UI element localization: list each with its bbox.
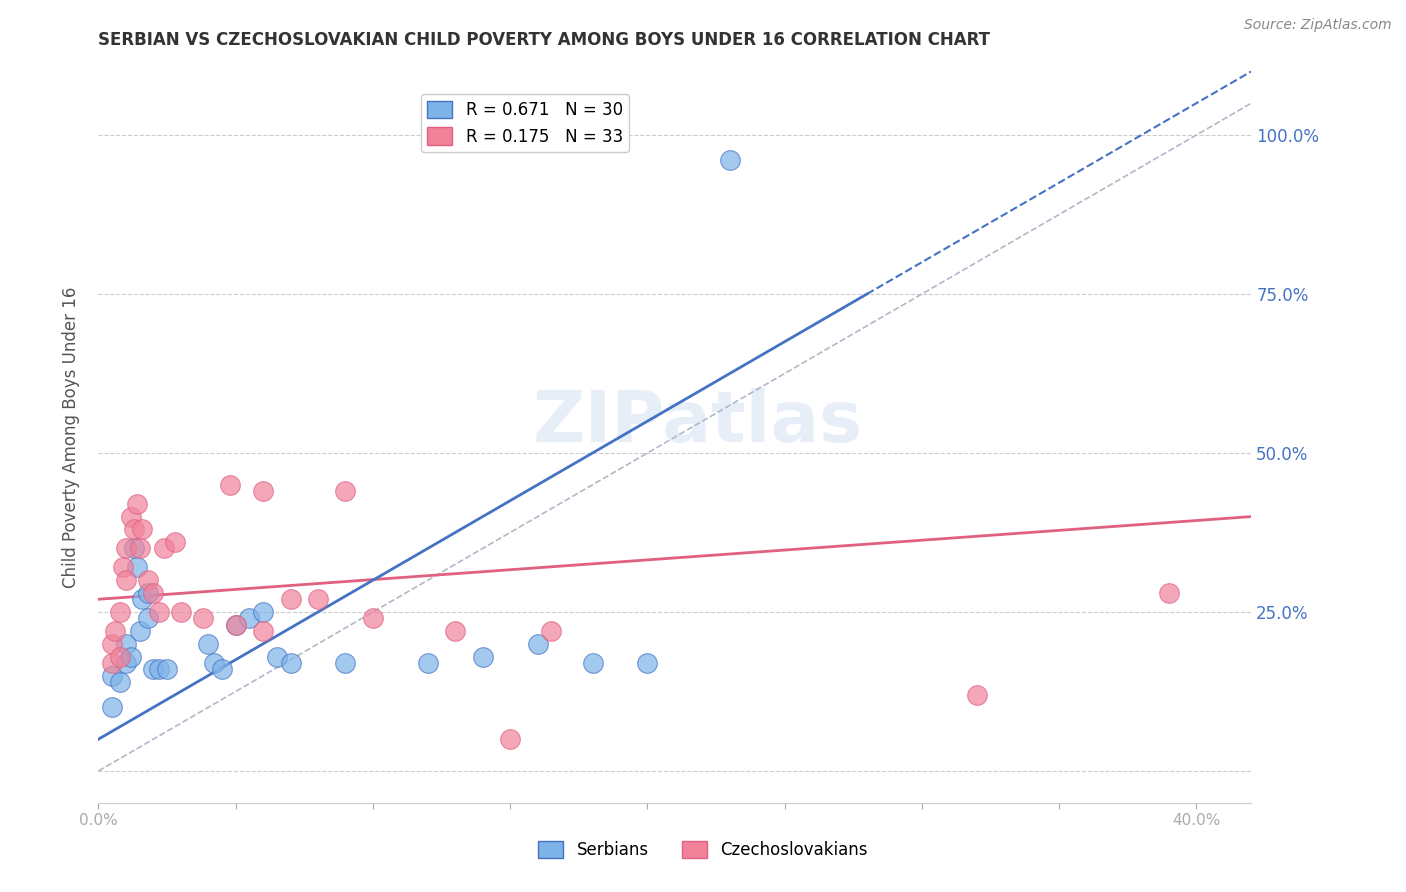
Point: [540, 624, 562, 638]
Point: [148, 662, 170, 676]
Point: [110, 649, 132, 664]
Point: [238, 611, 260, 625]
Point: [636, 656, 658, 670]
Point: [142, 586, 165, 600]
Point: [252, 624, 274, 638]
Point: [110, 605, 132, 619]
Point: [966, 688, 988, 702]
Point: [131, 592, 153, 607]
Point: [219, 477, 242, 491]
Point: [122, 522, 145, 536]
Point: [120, 649, 142, 664]
Point: [125, 560, 148, 574]
Point: [122, 541, 145, 556]
Point: [101, 700, 124, 714]
Point: [115, 541, 138, 556]
Point: [266, 649, 288, 664]
Point: [115, 656, 138, 670]
Point: [416, 656, 439, 670]
Point: [165, 535, 187, 549]
Point: [136, 573, 159, 587]
Point: [718, 153, 741, 168]
Point: [252, 605, 274, 619]
Point: [148, 605, 170, 619]
Point: [202, 656, 225, 670]
Point: [125, 497, 148, 511]
Legend: R = 0.671   N = 30, R = 0.175   N = 33: R = 0.671 N = 30, R = 0.175 N = 33: [420, 95, 630, 153]
Point: [128, 541, 150, 556]
Point: [252, 484, 274, 499]
Y-axis label: Child Poverty Among Boys Under 16: Child Poverty Among Boys Under 16: [62, 286, 80, 588]
Point: [142, 662, 165, 676]
Point: [104, 624, 127, 638]
Point: [471, 649, 494, 664]
Point: [280, 592, 302, 607]
Point: [444, 624, 467, 638]
Point: [115, 573, 138, 587]
Point: [197, 637, 219, 651]
Point: [110, 675, 132, 690]
Point: [115, 637, 138, 651]
Point: [1157, 586, 1180, 600]
Point: [307, 592, 329, 607]
Text: ZIPatlas: ZIPatlas: [533, 388, 863, 457]
Point: [499, 732, 522, 747]
Point: [191, 611, 214, 625]
Point: [128, 624, 150, 638]
Point: [120, 509, 142, 524]
Point: [156, 662, 179, 676]
Point: [136, 586, 159, 600]
Text: SERBIAN VS CZECHOSLOVAKIAN CHILD POVERTY AMONG BOYS UNDER 16 CORRELATION CHART: SERBIAN VS CZECHOSLOVAKIAN CHILD POVERTY…: [98, 31, 990, 49]
Point: [131, 522, 153, 536]
Point: [526, 637, 548, 651]
Point: [225, 617, 247, 632]
Point: [101, 637, 124, 651]
Point: [225, 617, 247, 632]
Point: [361, 611, 384, 625]
Point: [101, 656, 124, 670]
Point: [136, 611, 159, 625]
Point: [335, 656, 357, 670]
Point: [153, 541, 176, 556]
Point: [112, 560, 135, 574]
Point: [101, 668, 124, 682]
Text: Source: ZipAtlas.com: Source: ZipAtlas.com: [1244, 18, 1392, 32]
Legend: Serbians, Czechoslovakians: Serbians, Czechoslovakians: [531, 834, 875, 866]
Point: [335, 484, 357, 499]
Point: [211, 662, 233, 676]
Point: [170, 605, 193, 619]
Point: [581, 656, 603, 670]
Point: [280, 656, 302, 670]
